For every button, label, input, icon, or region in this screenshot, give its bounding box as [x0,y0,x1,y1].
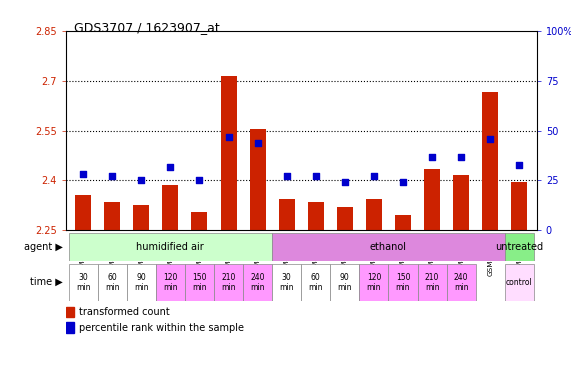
Point [369,174,379,180]
Text: GDS3707 / 1623907_at: GDS3707 / 1623907_at [74,21,220,34]
Bar [511,182,527,230]
Bar [447,264,476,301]
Point [253,139,262,146]
Bar [243,264,272,301]
Bar [127,264,156,301]
Bar [505,233,534,261]
Text: 30
min: 30 min [279,273,294,292]
Point [311,174,320,180]
Bar [75,195,91,230]
Bar [308,202,324,230]
Point [282,174,291,180]
Text: control: control [506,278,533,287]
Bar [453,175,469,230]
Point [457,154,466,160]
Bar [250,129,266,230]
Bar [69,233,272,261]
Bar [417,264,447,301]
Text: ethanol: ethanol [370,242,407,252]
Bar [424,169,440,230]
Bar [272,233,505,261]
Bar [133,205,149,230]
Bar [214,264,243,301]
Bar [395,215,411,230]
Text: percentile rank within the sample: percentile rank within the sample [79,323,244,333]
Bar [191,212,207,230]
Bar [185,264,214,301]
Text: untreated: untreated [495,242,544,252]
Point [136,177,146,184]
Text: 210
min: 210 min [425,273,439,292]
Bar [330,264,359,301]
Bar [359,264,388,301]
Bar [156,264,185,301]
Bar [66,306,74,317]
Point [428,154,437,160]
Text: 60
min: 60 min [308,273,323,292]
Text: time ▶: time ▶ [30,277,63,287]
Bar [482,92,498,230]
Text: 210
min: 210 min [221,273,236,292]
Text: humidified air: humidified air [136,242,204,252]
Bar [220,76,236,230]
Text: 120
min: 120 min [163,273,178,292]
Point [107,174,116,180]
Point [224,134,233,140]
Bar [337,207,353,230]
Bar [272,264,301,301]
Text: 150
min: 150 min [396,273,410,292]
Text: agent ▶: agent ▶ [24,242,63,252]
Bar [66,322,74,333]
Bar [366,199,382,230]
Text: 120
min: 120 min [367,273,381,292]
Point [166,164,175,170]
Text: 90
min: 90 min [134,273,148,292]
Text: 30
min: 30 min [76,273,90,292]
Text: 90
min: 90 min [337,273,352,292]
Bar [162,185,178,230]
Text: 240
min: 240 min [250,273,265,292]
Bar [505,264,534,301]
Point [79,171,88,177]
Bar [69,264,98,301]
Text: 150
min: 150 min [192,273,207,292]
Point [195,177,204,184]
Bar [98,264,127,301]
Text: 240
min: 240 min [454,273,468,292]
Point [340,179,349,185]
Bar [279,199,295,230]
Bar [388,264,417,301]
Bar [301,264,330,301]
Point [486,136,495,142]
Point [399,179,408,185]
Text: transformed count: transformed count [79,307,170,317]
Point [514,161,524,167]
Bar [104,202,120,230]
Text: 60
min: 60 min [105,273,119,292]
